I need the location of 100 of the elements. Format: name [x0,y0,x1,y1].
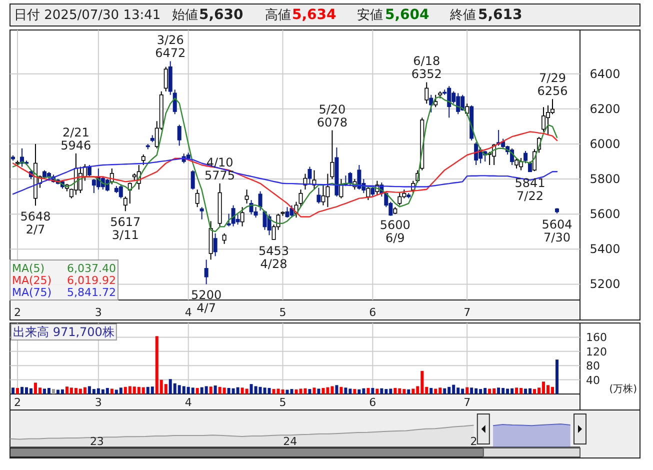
candlestick [339,178,344,199]
candlestick [316,187,321,204]
bar [294,389,298,394]
candlestick [429,94,434,113]
bar [466,387,469,394]
bar [236,387,240,394]
candlestick [87,164,92,178]
annotation: 5841 7/22 [514,176,546,203]
bar [380,388,384,394]
annotation: 2/21 5946 [60,125,92,152]
candlestick [542,106,546,132]
bar [470,388,474,394]
annotation: 5,841.72 [67,286,116,299]
candlestick [222,232,226,244]
text: 5,630 [199,7,244,23]
candlestick [141,154,146,166]
annotation: 7/29 6256 [537,71,568,98]
bar [371,388,374,394]
candlestick [434,94,438,108]
y-tick-label: 40 [586,374,600,387]
bar [366,388,370,394]
bar [150,386,154,394]
x-tick-label: 6 [369,396,376,409]
bar [353,389,356,394]
bar [376,388,379,394]
candlestick [254,206,258,218]
candlestick [177,124,182,146]
annotation: 5/20 6078 [316,102,348,130]
annotation: 4/10 5775 [204,155,236,182]
candlestick [298,189,303,208]
bar [317,388,320,394]
bar [29,388,32,394]
bar [245,388,248,394]
bar [412,388,415,394]
bar [488,388,492,394]
candlestick [118,184,123,199]
bar [286,390,289,394]
candlestick [370,186,375,198]
y-tick-label: 6200 [590,102,620,116]
annotation: 5453 4/28 [258,244,290,271]
bar [443,388,446,394]
candlestick [105,178,110,192]
bar [222,388,226,394]
y-axis-title: (万株) [609,383,638,395]
bar [110,388,114,394]
y-tick-label: 5400 [590,242,620,256]
candlestick [366,186,370,201]
annotation: 6,019.92 [67,274,116,287]
bar [106,388,109,394]
text: 5,604 [385,7,430,23]
candlestick [285,206,290,218]
x-tick-label: 24 [283,435,298,448]
bar [515,388,518,394]
text: 日付 2025/07/30 13:41 [14,8,161,23]
candlestick [240,206,244,227]
candlestick [195,189,200,208]
candlestick [474,142,478,166]
bar [60,389,64,394]
text: 高値 [265,7,291,23]
x-tick-label: 23 [90,435,104,448]
x-tick-label: 3 [94,306,102,319]
candlestick [244,189,249,204]
candlestick [308,166,312,185]
bar [52,389,55,394]
candlestick [204,259,208,285]
bar [142,387,145,394]
bar [281,389,284,394]
text: 終値 [449,8,476,23]
candlestick [528,160,532,172]
text: 5,613 [478,7,522,23]
candlestick [321,184,326,206]
bar [358,389,361,394]
bar [322,388,325,394]
x-tick-label: 2 [14,306,21,319]
y-tick-label: 6000 [590,136,620,151]
bar [312,388,316,394]
candlestick [398,192,402,206]
bar [47,388,50,394]
candlestick [465,103,470,116]
x-tick-label: 7 [464,396,471,409]
text: 始値 [172,8,198,23]
annotation: 5648 2/7 [20,210,51,237]
bar [497,388,500,394]
bar [394,388,397,394]
bar [209,386,212,394]
bar [556,360,558,394]
bar [119,388,122,394]
bar [16,388,19,394]
bar [344,388,348,394]
y-tick-label: 120 [586,345,607,358]
x-tick-label: 6 [369,306,376,319]
annotation: 6/18 6352 [411,54,442,82]
candlestick [514,157,519,170]
candlestick [190,170,195,190]
bar [524,388,528,394]
bar [407,389,410,394]
annotation: 5604 7/30 [542,217,572,244]
bar [335,385,338,394]
x-tick-label: 5 [279,306,286,319]
bar [268,388,271,394]
